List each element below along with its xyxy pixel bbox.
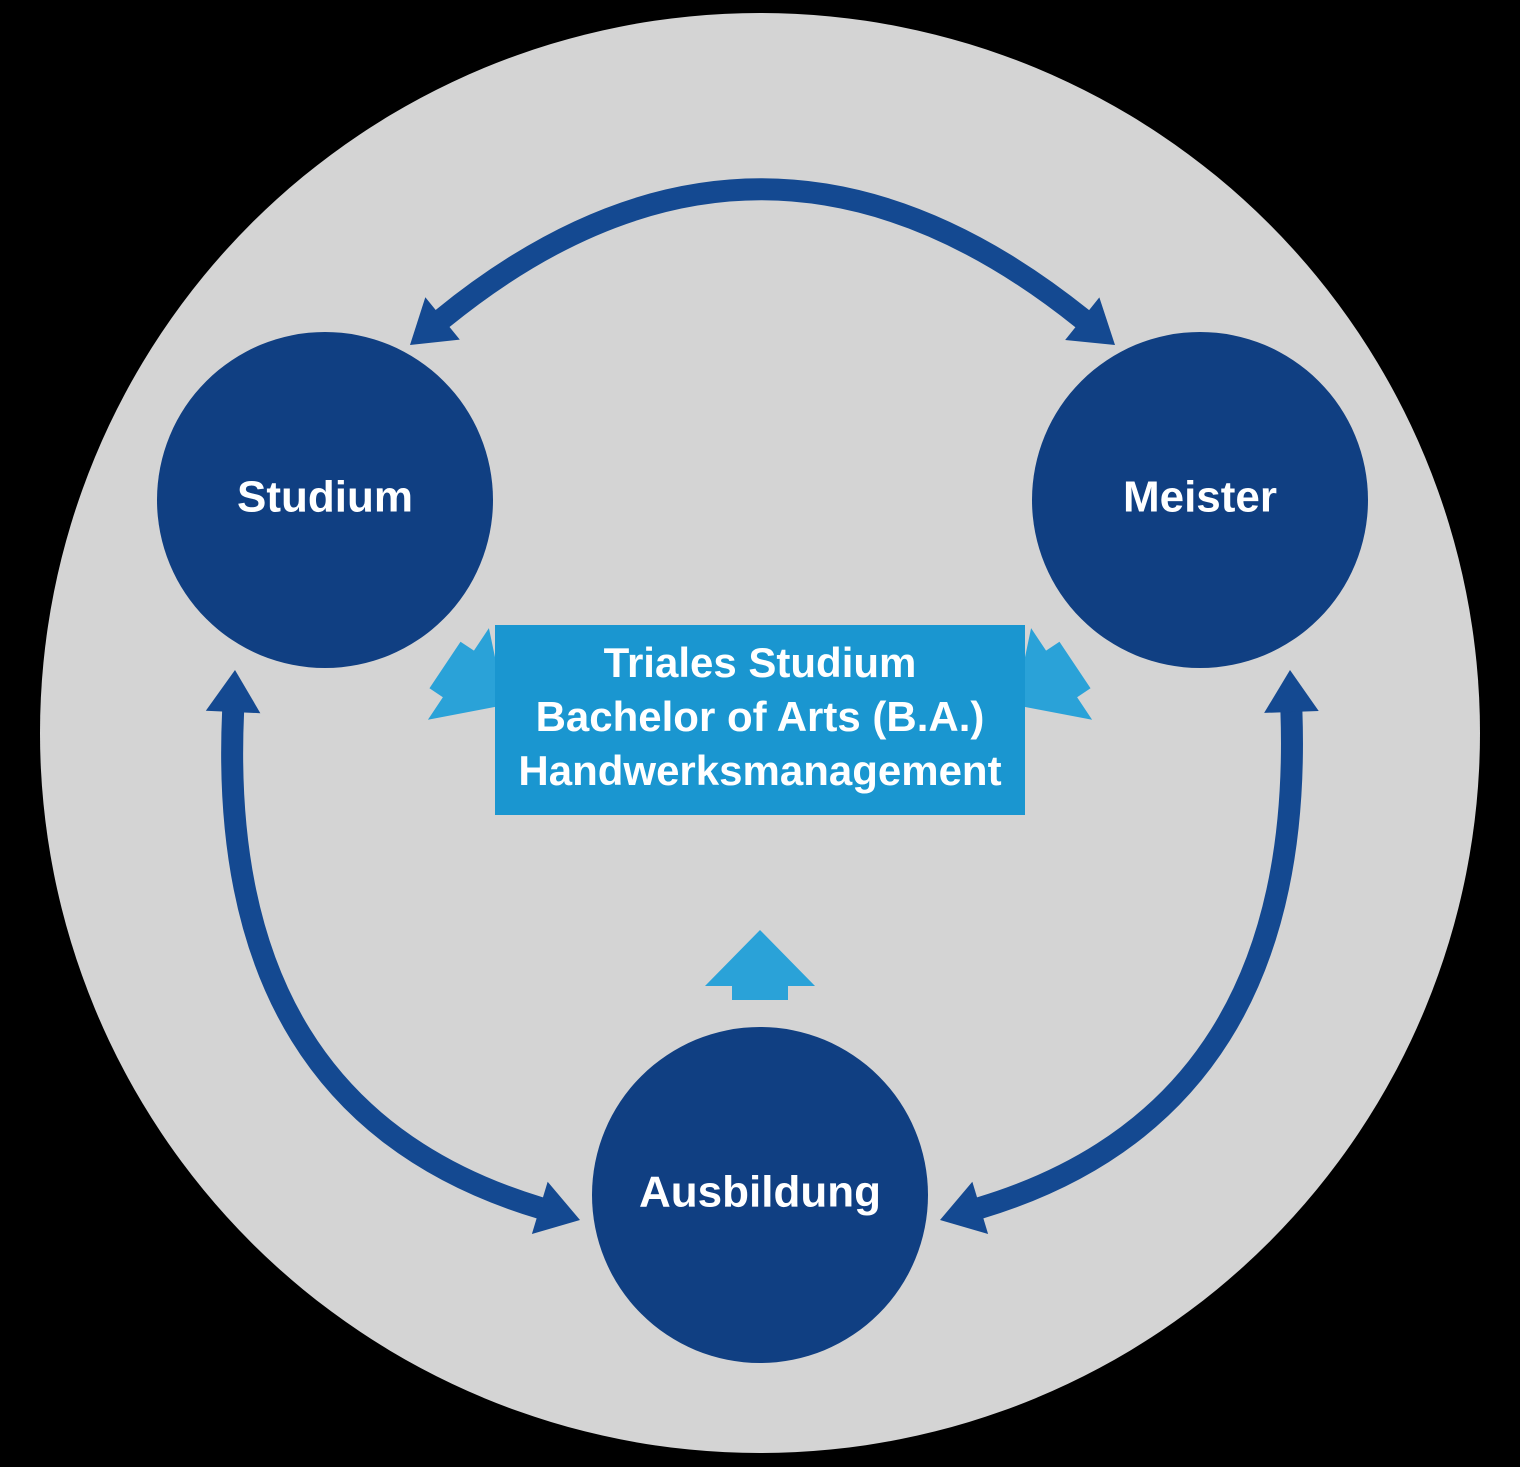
node-studium-label: Studium [237, 473, 413, 522]
center-box-line: Handwerksmanagement [518, 747, 1001, 794]
center-box-line: Bachelor of Arts (B.A.) [536, 693, 985, 740]
node-ausbildung-label: Ausbildung [639, 1168, 881, 1217]
center-box-line: Triales Studium [604, 639, 917, 686]
triales-studium-diagram: Triales Studium Bachelor of Arts (B.A.) Ha… [0, 0, 1520, 1467]
node-meister-label: Meister [1123, 473, 1277, 522]
